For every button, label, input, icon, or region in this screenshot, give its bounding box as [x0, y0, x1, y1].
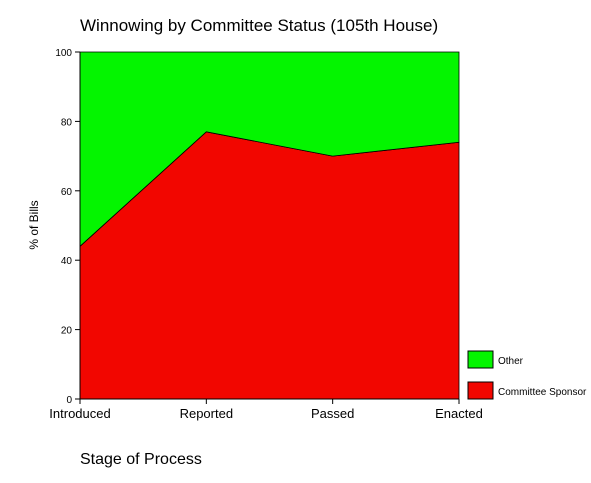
y-axis: 0 20 40 60 80 100 [55, 48, 81, 406]
y-tick-label: 60 [61, 187, 73, 198]
legend-swatch-1 [467, 350, 494, 369]
chart-title: Winnowing by Committee Status (105th Hou… [80, 16, 438, 35]
y-tick-label: 40 [61, 256, 73, 267]
x-tick-label: Enacted [435, 406, 483, 421]
y-tick-label: 20 [61, 326, 73, 337]
legend: Other Committee Sponsor [467, 350, 587, 400]
y-tick-label: 0 [66, 395, 72, 406]
y-tick-label: 80 [61, 117, 73, 128]
x-tick-label: Introduced [49, 406, 110, 421]
x-tick-label: Reported [180, 406, 233, 421]
y-axis-label: % of Bills [27, 200, 41, 249]
legend-label-1: Other [498, 356, 524, 367]
plot-areas [79, 51, 460, 400]
y-tick-label: 100 [55, 48, 72, 59]
legend-swatch-0 [467, 381, 494, 400]
area-series-1 [79, 51, 460, 248]
x-tick-label: Passed [311, 406, 354, 421]
legend-label-0: Committee Sponsor [498, 387, 587, 398]
x-axis-label: Stage of Process [80, 451, 202, 468]
x-axis: Introduced Reported Passed Enacted [49, 398, 483, 421]
